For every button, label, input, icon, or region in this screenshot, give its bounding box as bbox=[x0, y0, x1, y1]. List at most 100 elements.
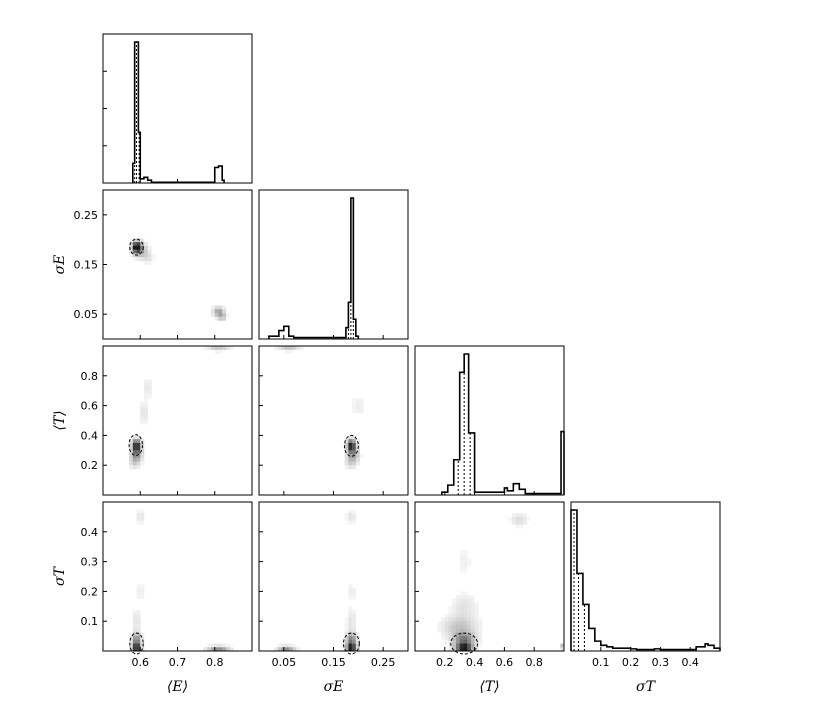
density-cell bbox=[281, 643, 286, 648]
density-cell bbox=[452, 606, 457, 611]
density-cell bbox=[478, 632, 483, 637]
density-cell bbox=[448, 624, 453, 629]
density-cell bbox=[452, 632, 457, 637]
density-cell bbox=[147, 257, 152, 262]
density-cell bbox=[352, 639, 357, 644]
density-cell bbox=[452, 639, 457, 644]
density-cell bbox=[132, 242, 137, 247]
panel-frame-3-2 bbox=[414, 501, 565, 652]
density-cell bbox=[218, 309, 223, 314]
y-tick-label-sT: 0.3 bbox=[81, 556, 99, 569]
density-cell bbox=[467, 639, 472, 644]
density-cell bbox=[211, 643, 216, 648]
panel-frame-1-1 bbox=[258, 189, 409, 340]
density-cell bbox=[452, 613, 457, 618]
density-cell bbox=[355, 457, 360, 462]
density-cell bbox=[140, 420, 145, 425]
density-cell bbox=[203, 647, 208, 652]
density-cell bbox=[140, 446, 145, 451]
density-cell bbox=[140, 238, 145, 243]
panel-frame-0-0 bbox=[102, 33, 253, 184]
y-axis-label-sT: σT bbox=[52, 565, 68, 586]
density-cell bbox=[455, 647, 461, 652]
density-cell bbox=[352, 439, 357, 444]
density-cell bbox=[523, 520, 528, 525]
density-cell bbox=[459, 639, 464, 644]
density-cell bbox=[478, 628, 483, 633]
density-cell bbox=[467, 595, 472, 600]
contour-E-T bbox=[128, 434, 143, 457]
density-cell bbox=[136, 442, 141, 447]
panel-frame-2-1 bbox=[258, 345, 409, 496]
density-cell bbox=[355, 442, 360, 447]
density-cell bbox=[519, 520, 524, 525]
density-cell bbox=[459, 591, 464, 596]
density-cell bbox=[448, 639, 453, 644]
density-cell bbox=[437, 624, 442, 629]
density-cell bbox=[455, 621, 461, 626]
x-tick-label-sT: 0.3 bbox=[652, 656, 670, 669]
density-cell bbox=[140, 450, 145, 455]
density-cell bbox=[352, 520, 357, 525]
density-cell bbox=[143, 257, 148, 262]
density-cell bbox=[441, 636, 446, 641]
density-cell bbox=[136, 450, 141, 455]
density-cell bbox=[288, 643, 293, 648]
density-panel-E-T bbox=[128, 346, 234, 470]
density-cell bbox=[355, 409, 360, 414]
density-cell bbox=[452, 621, 457, 626]
contour-T-sT bbox=[450, 632, 479, 655]
density-cell bbox=[448, 632, 453, 637]
density-cell bbox=[140, 632, 145, 637]
density-cell bbox=[136, 439, 141, 444]
density-cell bbox=[136, 643, 141, 648]
density-cell bbox=[463, 621, 468, 626]
y-axis-label-T: ⟨T⟩ bbox=[52, 410, 68, 430]
density-cell bbox=[463, 613, 468, 618]
density-cell bbox=[352, 398, 357, 403]
density-cell bbox=[452, 598, 457, 603]
density-cell bbox=[129, 457, 134, 462]
density-cell bbox=[448, 628, 453, 633]
density-cell bbox=[136, 591, 141, 596]
density-cell bbox=[352, 405, 357, 410]
density-cell bbox=[348, 446, 353, 451]
density-cell bbox=[478, 636, 483, 641]
density-cell bbox=[143, 379, 148, 384]
density-cell bbox=[132, 461, 137, 466]
density-cell bbox=[448, 610, 453, 615]
density-panel-sE-T bbox=[273, 346, 364, 470]
density-cell bbox=[511, 520, 516, 525]
density-cell bbox=[348, 465, 353, 470]
density-cell bbox=[348, 583, 353, 588]
density-cell bbox=[292, 647, 297, 652]
density-cell bbox=[455, 636, 461, 641]
density-cell bbox=[463, 602, 468, 607]
density-cell bbox=[459, 613, 464, 618]
density-cell bbox=[214, 305, 219, 310]
density-cell bbox=[277, 643, 282, 648]
y-tick-label-T: 0.4 bbox=[81, 429, 99, 442]
density-cell bbox=[352, 591, 357, 596]
density-cell bbox=[214, 316, 219, 321]
density-cell bbox=[132, 446, 137, 451]
density-cell bbox=[470, 617, 475, 622]
density-panel-sE-sT bbox=[273, 509, 360, 655]
density-cell bbox=[474, 610, 479, 615]
density-cell bbox=[515, 513, 520, 518]
density-cell bbox=[463, 617, 468, 622]
density-cell bbox=[143, 245, 148, 250]
density-cell bbox=[143, 390, 148, 395]
density-cell bbox=[218, 312, 223, 317]
density-cell bbox=[136, 513, 141, 518]
density-cell bbox=[214, 346, 219, 351]
density-cell bbox=[352, 617, 357, 622]
density-cell bbox=[352, 628, 357, 633]
density-cell bbox=[211, 305, 216, 310]
density-cell bbox=[348, 636, 353, 641]
density-cell bbox=[344, 636, 349, 641]
histogram-E bbox=[132, 41, 225, 184]
density-cell bbox=[470, 632, 475, 637]
density-cell bbox=[129, 245, 134, 250]
y-tick-label-T: 0.8 bbox=[81, 370, 99, 383]
